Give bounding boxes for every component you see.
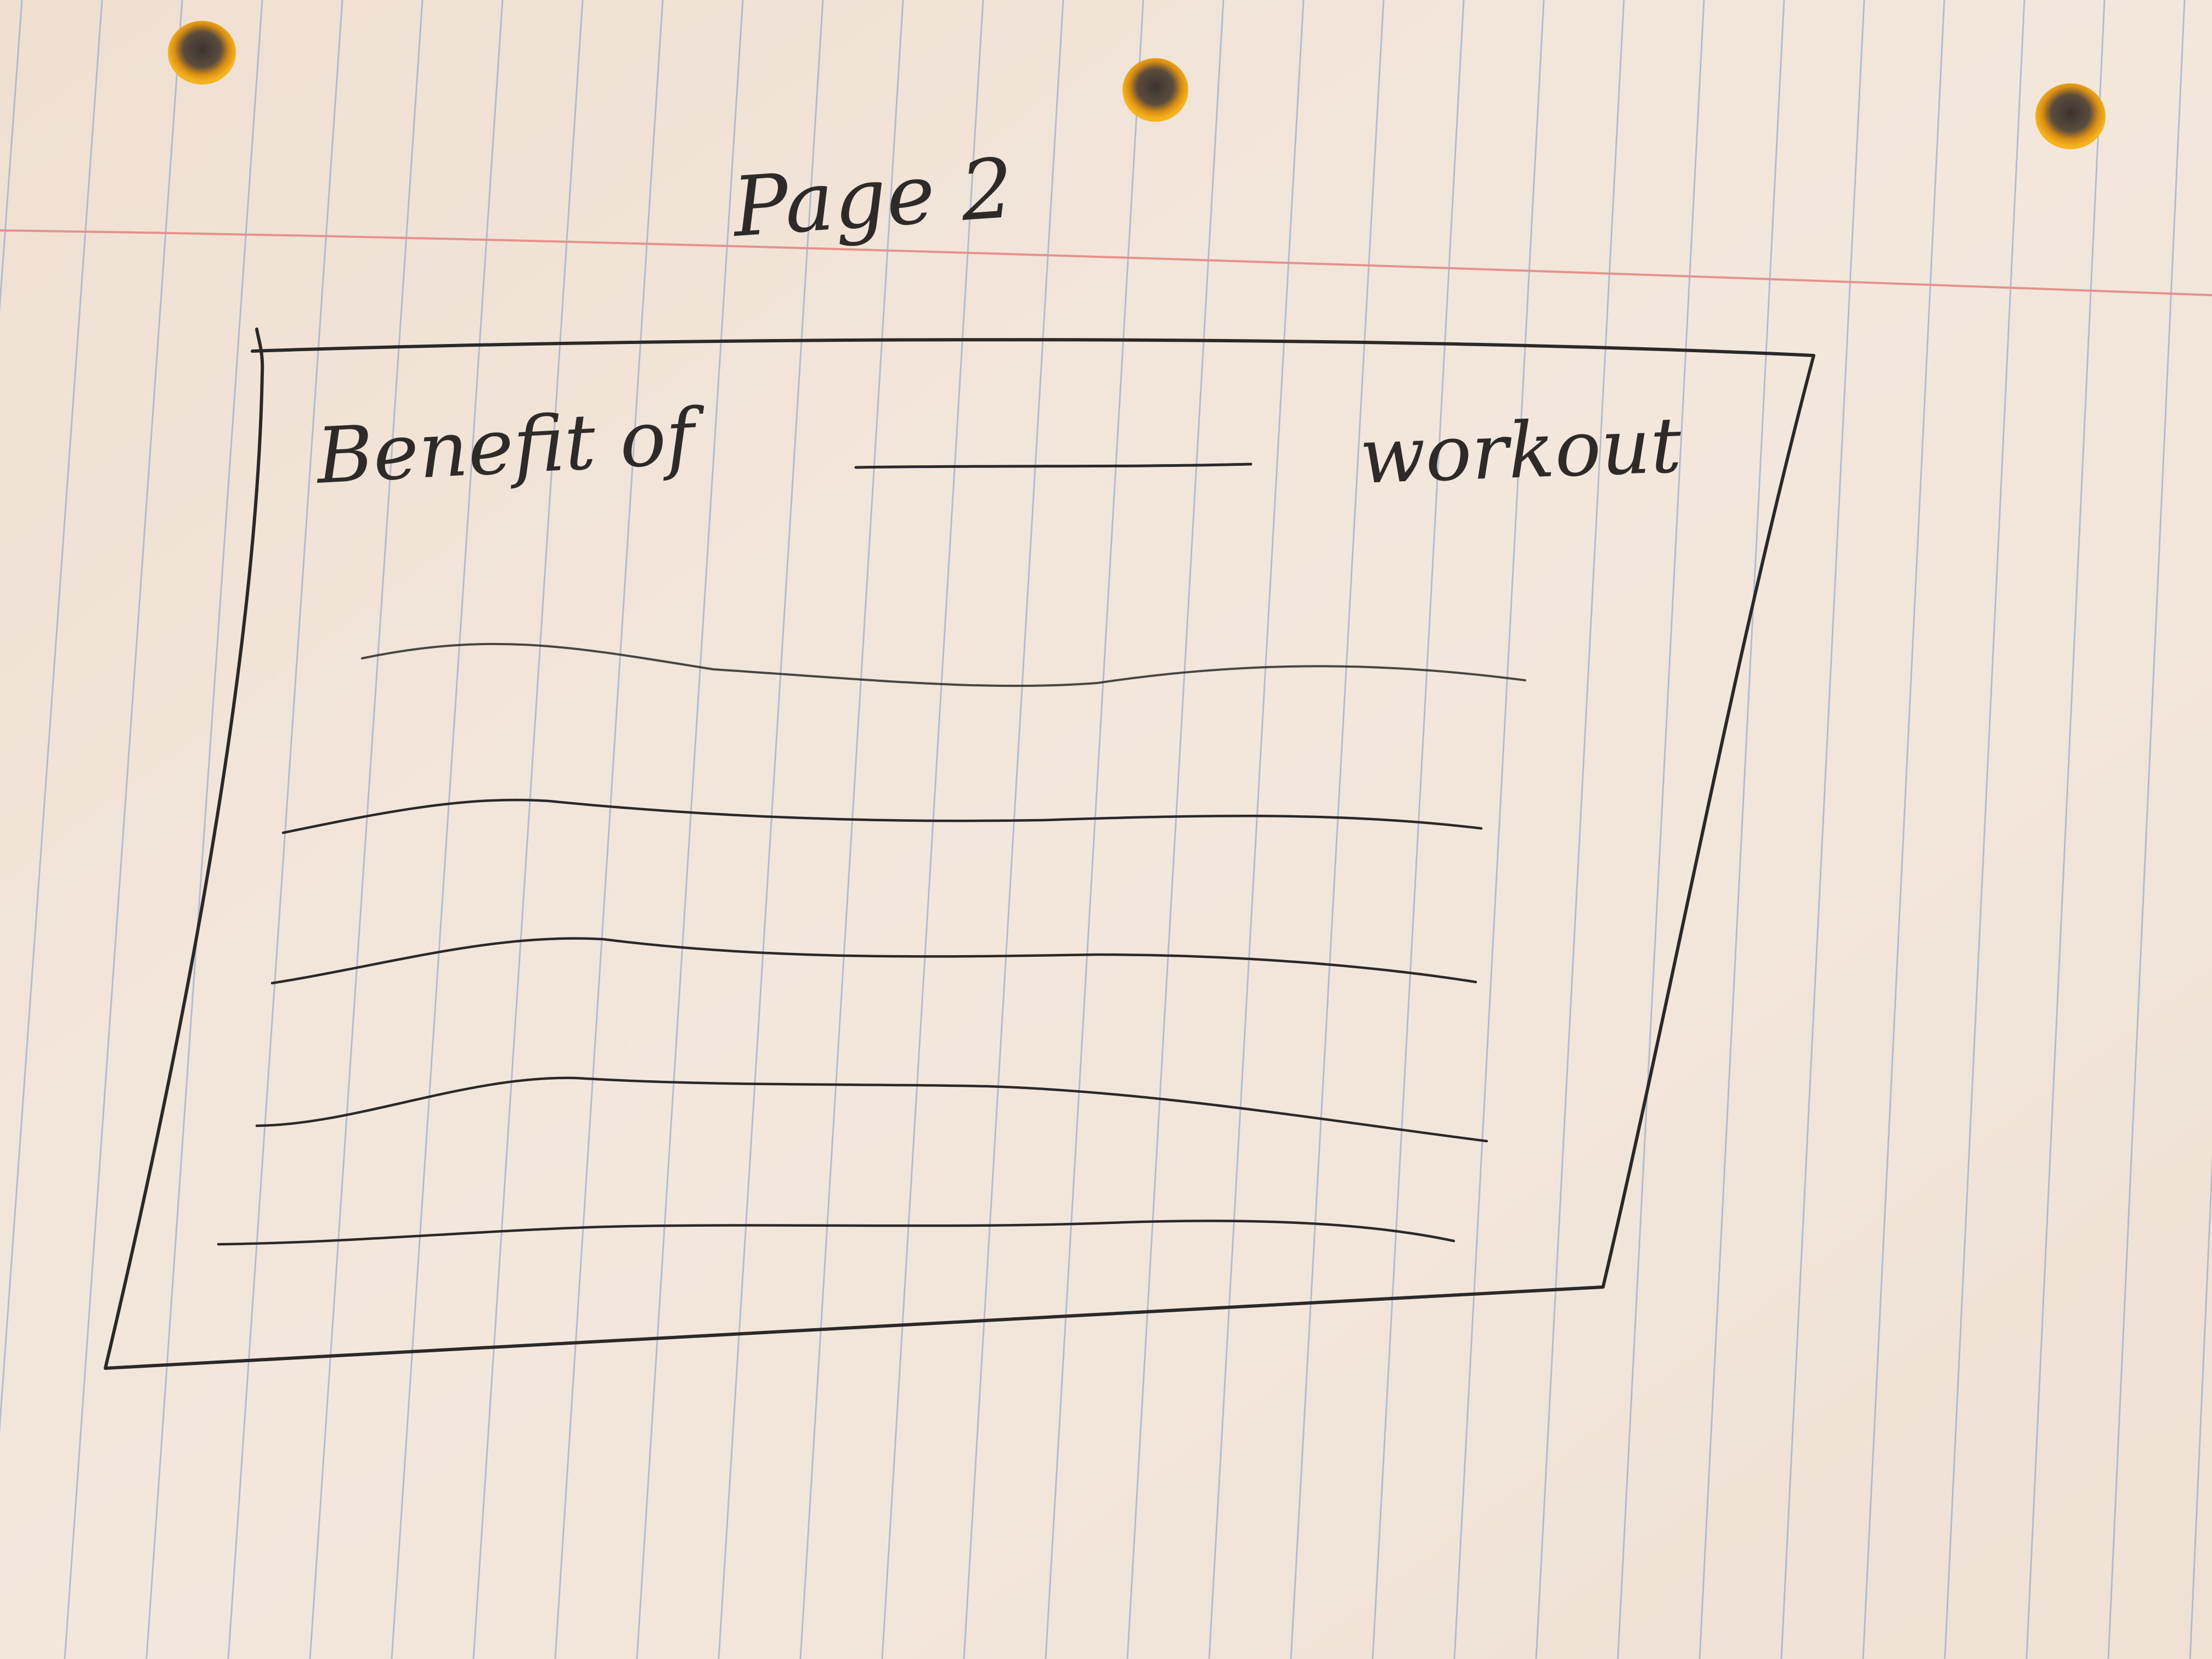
ruled-line — [1699, 0, 1785, 1659]
ruled-line — [1126, 0, 1224, 1659]
ruled-line — [1453, 0, 1545, 1659]
placeholder-line — [270, 937, 1477, 985]
ruled-line — [0, 0, 103, 1434]
binder-holes — [168, 21, 2106, 149]
ruled-line — [2107, 0, 2186, 1659]
ruled-line — [636, 0, 744, 1659]
card-outline — [104, 328, 1815, 1370]
ruled-line — [963, 0, 1064, 1659]
ruled-line — [391, 0, 504, 1659]
ruled-line — [1045, 0, 1144, 1659]
ruled-line — [309, 0, 424, 1659]
page-heading: Page 2 — [728, 141, 1016, 256]
ruled-line — [1208, 0, 1305, 1659]
ruled-line — [2025, 0, 2106, 1659]
placeholder-text-lines — [217, 642, 1526, 1246]
ruled-line — [64, 0, 183, 1659]
ruled-line — [2189, 1153, 2212, 1659]
placeholder-line — [281, 798, 1483, 834]
ruled-line — [1290, 0, 1385, 1659]
card-title-tail: workout — [1358, 401, 1683, 501]
title-blank-line — [854, 462, 1252, 469]
ruled-line — [718, 0, 824, 1659]
margin-line — [0, 229, 2212, 296]
ruled-line — [472, 0, 584, 1659]
ruled-line — [1862, 0, 1945, 1659]
ruled-line — [799, 0, 904, 1659]
ruled-line — [1372, 0, 1465, 1659]
ruled-line — [1535, 0, 1625, 1659]
ruled-line — [554, 0, 664, 1659]
binder-hole — [168, 21, 236, 84]
binder-hole — [1122, 58, 1188, 122]
ruled-line — [145, 0, 263, 1659]
placeholder-line — [255, 1076, 1488, 1143]
ruled-line — [1944, 0, 2025, 1659]
ruled-line — [227, 0, 343, 1659]
ruled-line — [1780, 0, 1865, 1659]
placeholder-line — [217, 1220, 1455, 1246]
card-title-lead: Benefit of — [313, 392, 708, 501]
binder-hole — [2035, 83, 2106, 149]
ruled-line — [0, 0, 23, 313]
placeholder-line — [361, 642, 1526, 687]
ruled-line — [881, 0, 984, 1659]
